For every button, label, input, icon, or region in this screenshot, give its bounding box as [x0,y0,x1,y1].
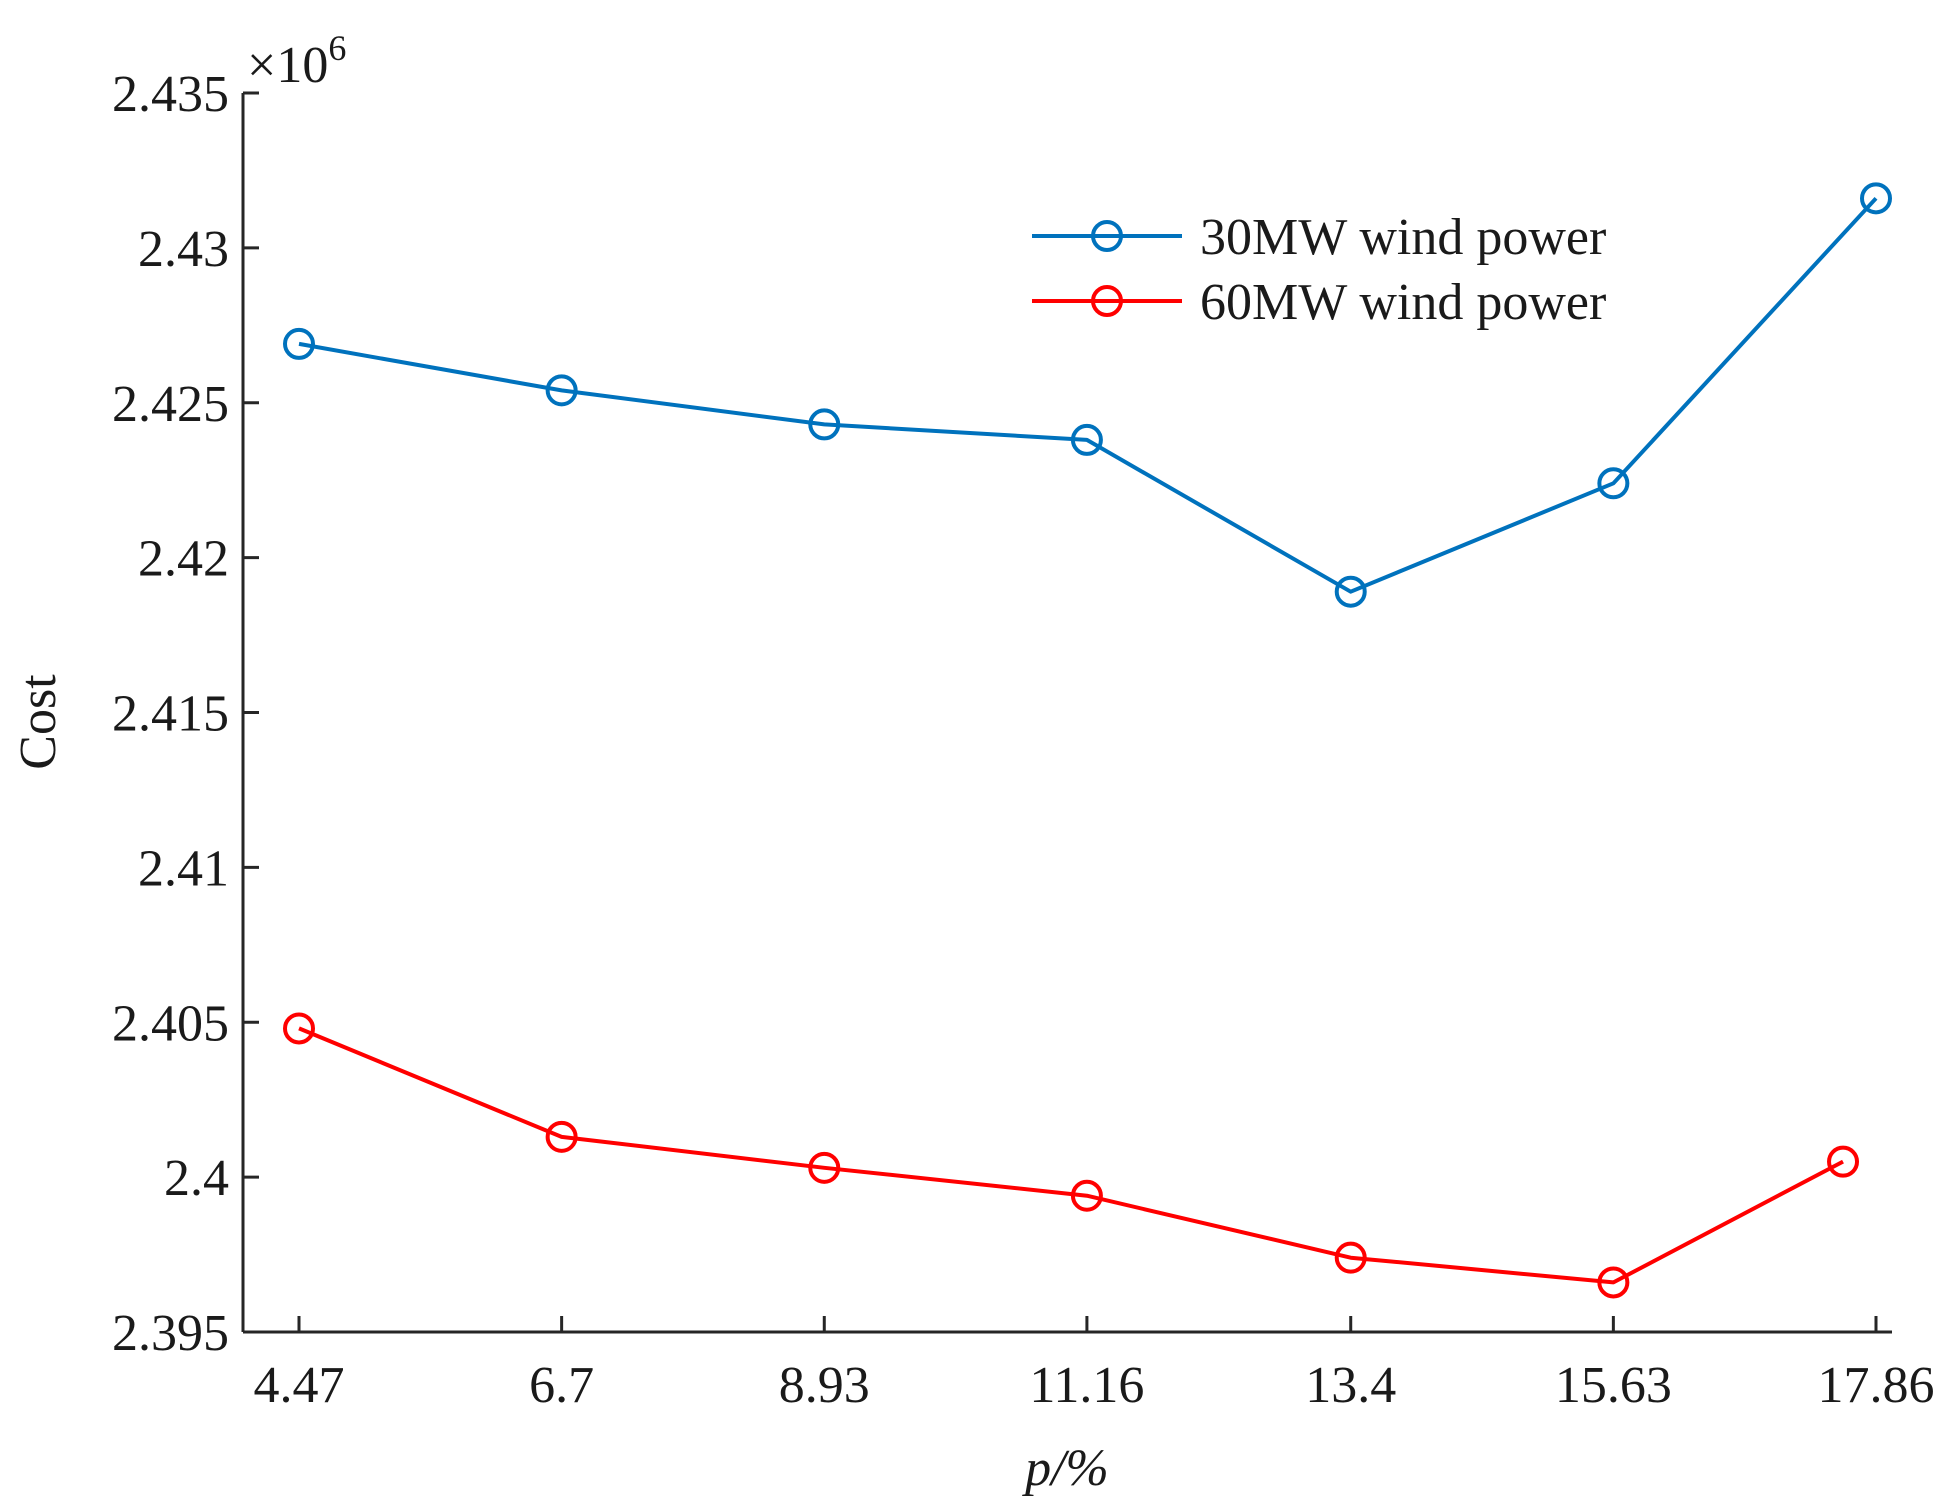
y-exponent-base: ×10 [247,37,328,94]
data-point-marker [1827,1145,1860,1178]
data-point-marker [1597,467,1630,500]
axes: 2.395 2.4 2.405 2.41 2.415 2.42 2.425 2.43 2.435… [112,66,1935,1414]
x-tick-label: 17.86 [1818,1357,1935,1414]
series-layer [283,182,1892,1299]
y-tick-label: 2.415 [112,686,229,743]
data-point-marker [283,1012,315,1045]
data-point-marker [545,374,578,407]
data-point-marker [1334,1241,1367,1274]
y-axis-title: Cost [10,674,67,770]
legend-label: 30MW wind power [1200,209,1606,266]
y-tick-label: 2.405 [112,995,229,1052]
legend-item: 60MW wind power [1032,274,1606,331]
x-tick-label: 11.16 [1029,1357,1144,1414]
data-point-marker [808,408,841,441]
data-point-marker [1597,1266,1630,1299]
x-tick-label: 6.7 [529,1357,594,1414]
data-point-marker [1860,182,1892,215]
y-exponent-label: ×106 [247,28,346,94]
legend-marker [1091,285,1123,317]
data-point-marker [1334,575,1367,608]
series-line [298,1026,1844,1285]
x-tick-label: 8.93 [779,1357,870,1414]
legend-item: 30MW wind power [1032,209,1606,266]
y-exponent-power: 6 [328,28,346,68]
legend: 30MW wind power 60MW wind power [1032,209,1606,331]
data-point-marker [808,1151,841,1184]
y-tick-label: 2.43 [138,221,229,278]
series-2 [283,1012,1860,1299]
y-tick-label: 2.425 [112,376,229,433]
y-tick-label: 2.4 [164,1150,229,1207]
data-point-marker [1070,423,1103,456]
data-point-marker [1070,1179,1103,1212]
y-tick-label: 2.42 [138,531,229,588]
legend-label: 60MW wind power [1200,274,1606,331]
series-1 [283,182,1892,608]
legend-marker [1091,220,1123,252]
x-tick-label: 13.4 [1305,1357,1396,1414]
y-tick-label: 2.41 [138,840,229,897]
y-tick-label: 2.435 [112,66,229,123]
x-axis-title: p/% [1021,1440,1109,1497]
x-tick-label: 15.63 [1555,1357,1672,1414]
y-tick-label: 2.395 [112,1305,229,1362]
data-point-marker [545,1120,578,1153]
data-point-marker [283,327,315,360]
x-tick-label: 4.47 [254,1357,345,1414]
axis-labels: p/% Cost ×106 [10,28,1109,1497]
series-line [298,196,1878,594]
